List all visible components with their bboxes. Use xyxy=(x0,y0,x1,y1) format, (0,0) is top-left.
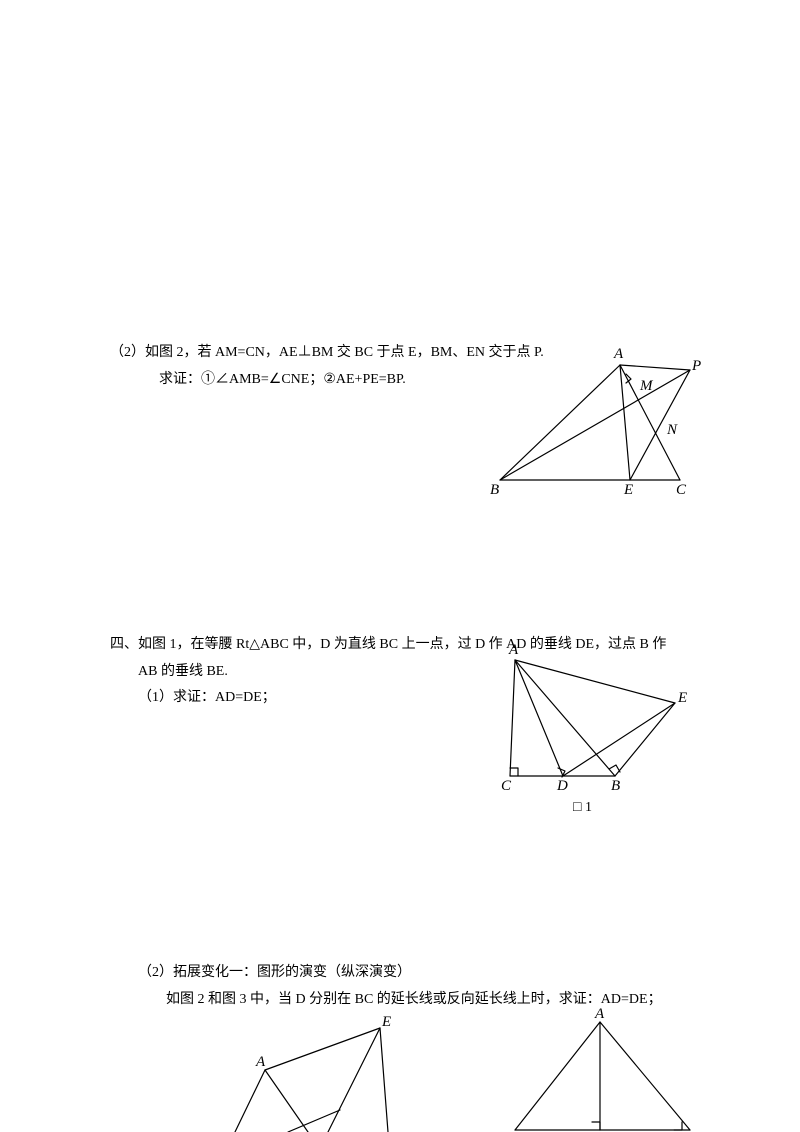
fig3-label-E: E xyxy=(382,1014,391,1031)
fig1-label-N: N xyxy=(667,422,677,439)
page: （2）如图 2，若 AM=CN，AE⊥BM 交 BC 于点 E，BM、EN 交于… xyxy=(0,0,800,1132)
figure-3: A E xyxy=(230,1020,410,1132)
fig2-label-B: B xyxy=(611,778,620,795)
figure-1: A P M N B E C xyxy=(480,350,710,500)
problem-4b-text: （2）拓展变化一：图形的演变（纵深演变） 如图 2 和图 3 中，当 D 分别在… xyxy=(110,960,700,1013)
fig4-label-A: A xyxy=(595,1006,604,1023)
figure-4: A xyxy=(500,1012,700,1132)
fig1-label-C: C xyxy=(676,482,686,499)
fig2-label-C: C xyxy=(501,778,511,795)
figure-2-svg xyxy=(495,648,695,788)
figure-4-svg xyxy=(500,1012,700,1132)
fig2-label-E: E xyxy=(678,690,687,707)
fig1-label-B: B xyxy=(490,482,499,499)
fig2-caption: □ 1 xyxy=(573,800,592,816)
fig2-label-A: A xyxy=(509,642,518,659)
figure-3-svg xyxy=(230,1020,410,1132)
fig1-label-M: M xyxy=(640,378,653,395)
figure-2: A E C D B □ 1 xyxy=(495,648,695,788)
fig3-label-A: A xyxy=(256,1054,265,1071)
fig1-label-E: E xyxy=(624,482,633,499)
fig1-label-A: A xyxy=(614,346,623,363)
fig2-label-D: D xyxy=(557,778,568,795)
p4b-line1: （2）拓展变化一：图形的演变（纵深演变） xyxy=(110,960,700,987)
p4b-line2: 如图 2 和图 3 中，当 D 分别在 BC 的延长线或反向延长线上时，求证：A… xyxy=(110,987,700,1014)
fig1-label-P: P xyxy=(692,358,701,375)
